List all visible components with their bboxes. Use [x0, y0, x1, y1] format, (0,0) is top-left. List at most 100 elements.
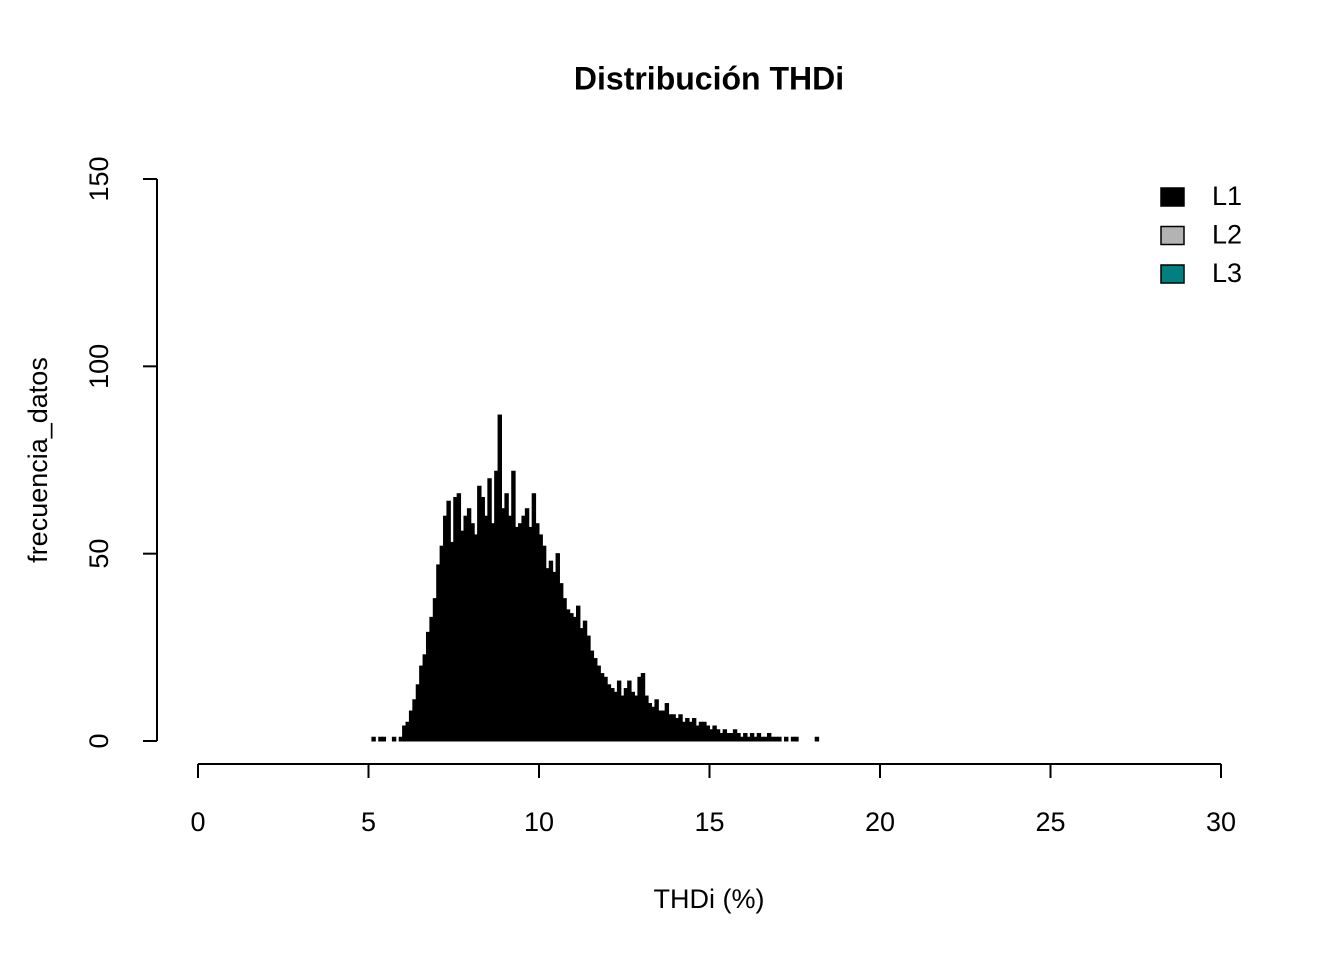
- bar: [753, 736, 758, 742]
- legend-swatch: [1160, 264, 1185, 284]
- bar: [582, 620, 588, 742]
- bar: [760, 736, 765, 742]
- bar: [623, 688, 629, 742]
- bar: [490, 523, 496, 742]
- bar: [402, 725, 407, 742]
- legend-label: L2: [1212, 220, 1242, 250]
- bar: [425, 631, 431, 742]
- bar: [415, 684, 421, 742]
- bar: [538, 534, 543, 742]
- bar: [763, 736, 768, 742]
- bar: [773, 736, 779, 742]
- y-tick-label: 0: [84, 733, 114, 748]
- bar: [695, 725, 700, 742]
- bar: [398, 736, 404, 742]
- bar: [691, 718, 697, 742]
- bar: [460, 530, 465, 742]
- bar: [599, 673, 605, 742]
- bar: [432, 598, 438, 742]
- bar: [613, 691, 618, 742]
- bar: [702, 721, 707, 742]
- bar: [610, 688, 615, 742]
- bar: [436, 564, 441, 742]
- bar: [661, 710, 666, 742]
- bar: [487, 478, 492, 742]
- bar: [685, 718, 690, 742]
- legend-label: L1: [1212, 181, 1242, 211]
- bar: [443, 515, 448, 742]
- bar: [552, 571, 557, 742]
- bar: [463, 515, 468, 742]
- bar: [794, 736, 799, 742]
- bar: [572, 616, 578, 742]
- bar: [790, 736, 796, 742]
- bar: [378, 736, 383, 742]
- x-tick-label: 20: [865, 807, 895, 837]
- bar: [770, 736, 775, 742]
- legend-swatch: [1160, 187, 1185, 207]
- chart-title: Distribución THDi: [574, 60, 844, 96]
- bar: [586, 635, 591, 742]
- bar: [548, 560, 554, 742]
- bar: [739, 736, 745, 742]
- bar: [565, 609, 571, 742]
- x-tick-label: 0: [190, 807, 205, 837]
- bar: [477, 485, 482, 742]
- bar: [678, 714, 683, 742]
- bar: [777, 736, 782, 742]
- bar: [640, 673, 646, 742]
- bar: [589, 650, 595, 742]
- bar: [576, 605, 581, 742]
- bar: [644, 695, 649, 742]
- x-tick-label: 25: [1035, 807, 1065, 837]
- bar: [535, 523, 540, 742]
- y-tick-label: 100: [84, 344, 114, 389]
- bar: [743, 733, 748, 742]
- bar: [671, 714, 676, 742]
- bar: [497, 414, 502, 742]
- bar: [627, 680, 632, 742]
- bar: [664, 703, 670, 742]
- x-tick-label: 30: [1206, 807, 1236, 837]
- bar: [446, 500, 451, 742]
- bar: [681, 721, 687, 742]
- bar: [569, 613, 574, 742]
- bar: [688, 721, 693, 742]
- bar: [784, 736, 789, 742]
- bar: [405, 721, 410, 742]
- bar: [616, 680, 622, 742]
- bar: [511, 470, 516, 742]
- bar: [371, 736, 376, 742]
- bar: [558, 583, 564, 742]
- bar: [657, 710, 663, 742]
- bar: [712, 725, 717, 742]
- x-tick-label: 10: [524, 807, 554, 837]
- bar: [521, 515, 526, 742]
- bar: [470, 523, 475, 742]
- bar: [726, 733, 731, 742]
- bar: [736, 733, 741, 742]
- bar: [422, 654, 427, 742]
- bar: [545, 568, 550, 742]
- bar: [647, 703, 653, 742]
- bar: [715, 729, 721, 742]
- bar: [524, 508, 530, 742]
- bar: [408, 710, 414, 742]
- bar: [439, 545, 445, 742]
- bar: [453, 496, 458, 742]
- bar: [579, 628, 584, 742]
- bar: [473, 534, 479, 742]
- bar: [756, 733, 762, 742]
- bar: [620, 695, 625, 742]
- legend-swatch: [1160, 225, 1185, 246]
- bar: [507, 515, 513, 742]
- bar: [630, 691, 635, 742]
- bar: [749, 733, 755, 742]
- bar: [766, 733, 772, 742]
- bar: [637, 676, 642, 742]
- bar: [480, 496, 485, 742]
- bar: [456, 493, 462, 742]
- bar: [596, 665, 601, 742]
- x-tick-label: 15: [694, 807, 724, 837]
- bar: [633, 695, 639, 742]
